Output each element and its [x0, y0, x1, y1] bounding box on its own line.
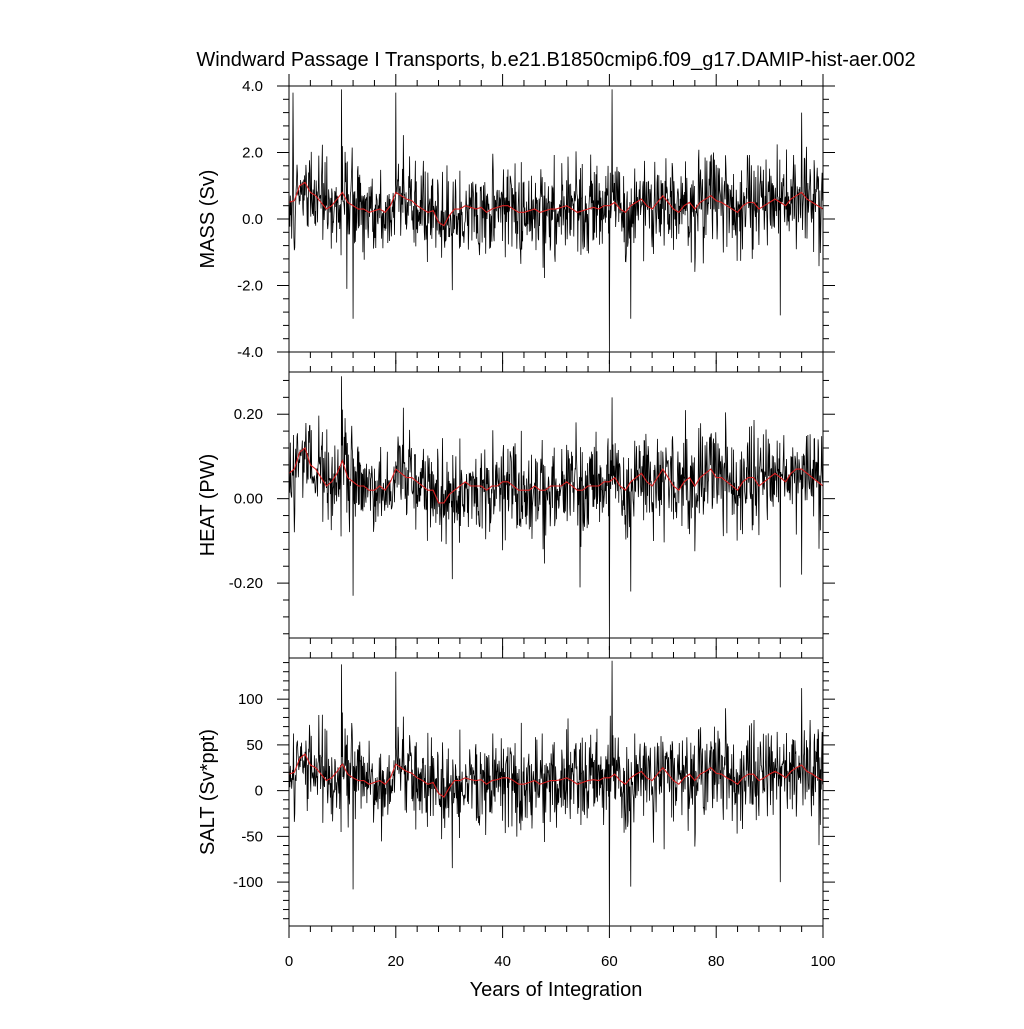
panel-2: 0.20 0.00 -0.20 HEAT (PW) [197, 360, 835, 650]
monthly-series-line [289, 660, 823, 926]
panel-frame [288, 657, 824, 927]
x-tick-label: 100 [810, 953, 835, 970]
monthly-series-line [289, 89, 823, 352]
y-tick-label: -4.0 [237, 344, 263, 361]
y-tick-label: 0.0 [242, 211, 263, 228]
x-axis-label: Years of Integration [470, 979, 643, 1001]
y-tick-label: 0.00 [234, 491, 263, 508]
y-tick-label: -100 [233, 874, 263, 891]
y-axis-label: SALT (Sv*ppt) [197, 729, 219, 855]
y-tick-label: 4.0 [242, 78, 263, 95]
panel-1: 4.0 2.0 0.0 -2.0 -4.0 MASS (Sv) [197, 74, 835, 364]
x-tick-label: 40 [494, 953, 511, 970]
chart-title: Windward Passage I Transports, b.e21.B18… [196, 49, 915, 71]
panel-3: 100 50 0 -50 -100 SALT (Sv*ppt) 0 20 40 60 80 100 [197, 646, 836, 970]
panel-frame [288, 371, 824, 639]
y-tick-label: -50 [241, 828, 263, 845]
y-tick-label: 0.20 [234, 406, 263, 423]
x-tick-label: 0 [285, 953, 293, 970]
y-tick-label: -2.0 [237, 278, 263, 295]
y-tick-label: 0 [255, 783, 263, 800]
annual-mean-series-line [289, 447, 823, 504]
annual-mean-series-line [289, 181, 823, 227]
y-tick-label: 2.0 [242, 145, 263, 162]
panels-layer: 4.0 2.0 0.0 -2.0 -4.0 MASS (Sv) 0.20 0.00 -0.20 H… [197, 74, 836, 970]
x-tick-label: 20 [387, 953, 404, 970]
y-tick-label: 50 [246, 737, 263, 754]
y-axis-label: HEAT (PW) [197, 454, 219, 557]
y-tick-label: -0.20 [229, 575, 263, 592]
y-tick-label: 100 [238, 691, 263, 708]
monthly-series-line [289, 376, 823, 638]
x-tick-label: 60 [601, 953, 618, 970]
annual-mean-series-line [289, 753, 823, 798]
y-axis-label: MASS (Sv) [197, 170, 219, 269]
x-tick-label: 80 [708, 953, 725, 970]
